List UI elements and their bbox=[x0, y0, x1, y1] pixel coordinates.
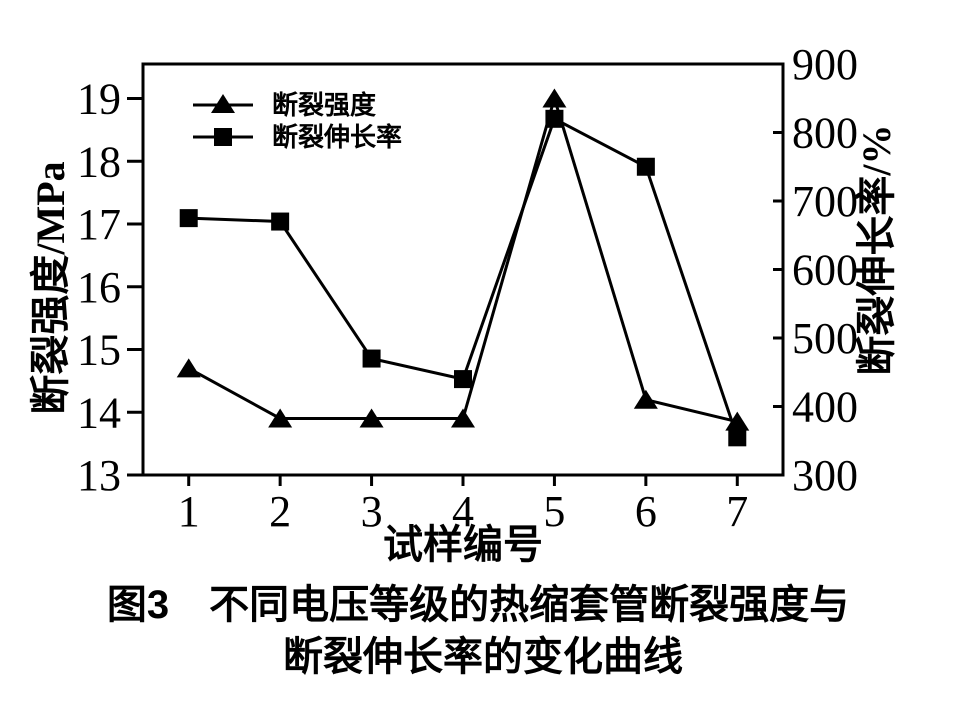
plot-area-border bbox=[141, 62, 785, 477]
x-tick-label: 4 bbox=[452, 487, 474, 536]
y-left-tick-label: 16 bbox=[77, 263, 121, 312]
strength-triangle-marker bbox=[176, 358, 201, 378]
x-axis-title: 试样编号 bbox=[383, 523, 543, 567]
elongation-series-line bbox=[188, 116, 739, 438]
x-tick-label: 3 bbox=[361, 487, 383, 536]
y-left-tick-label: 19 bbox=[77, 75, 121, 124]
x-tick-label: 1 bbox=[178, 487, 200, 536]
y-left-tick-label: 15 bbox=[77, 326, 121, 375]
legend-strength-label: 断裂强度 bbox=[272, 90, 376, 120]
y-left-tick-label: 13 bbox=[77, 451, 121, 500]
figure-caption-line2: 断裂伸长率的变化曲线 bbox=[283, 635, 683, 679]
left-axis-title: 断裂强度/MPa bbox=[28, 161, 73, 414]
y-left-tick-label: 18 bbox=[77, 137, 121, 186]
x-tick-label: 7 bbox=[726, 487, 748, 536]
strength-triangle-marker bbox=[633, 389, 658, 409]
y-right-tick-label: 700 bbox=[792, 177, 858, 226]
elongation-square-marker bbox=[454, 370, 472, 389]
y-right-tick-label: 800 bbox=[792, 109, 858, 158]
legend-square-marker-icon bbox=[214, 128, 232, 146]
y-left-tick-label: 14 bbox=[77, 388, 121, 437]
y-right-tick-label: 400 bbox=[792, 383, 858, 432]
strength-triangle-marker bbox=[542, 88, 567, 108]
elongation-square-marker bbox=[179, 209, 198, 228]
strength-triangle-marker bbox=[451, 408, 475, 428]
figure-caption-line1: 图3 不同电压等级的热缩套管断裂强度与 bbox=[107, 583, 849, 627]
elongation-square-marker bbox=[636, 157, 655, 176]
y-right-tick-label: 600 bbox=[792, 246, 858, 295]
x-tick-label: 2 bbox=[269, 487, 291, 536]
elongation-square-marker bbox=[362, 349, 381, 368]
elongation-square-marker bbox=[271, 212, 290, 231]
strength-triangle-marker bbox=[268, 408, 293, 428]
strength-triangle-marker bbox=[359, 408, 384, 428]
y-right-tick-label: 500 bbox=[792, 314, 858, 363]
y-right-tick-label: 900 bbox=[792, 40, 858, 89]
x-tick-label: 6 bbox=[635, 487, 657, 536]
y-left-tick-label: 17 bbox=[77, 200, 121, 249]
elongation-square-marker bbox=[728, 428, 747, 447]
strength-triangle-marker bbox=[725, 411, 750, 431]
legend-triangle-marker-icon bbox=[211, 94, 235, 113]
y-right-tick-label: 300 bbox=[792, 451, 858, 500]
legend-elongation-label: 断裂伸长率 bbox=[272, 122, 402, 152]
right-axis-title: 断裂伸长率/% bbox=[854, 124, 899, 375]
x-tick-label: 5 bbox=[543, 487, 565, 536]
elongation-square-marker bbox=[545, 109, 564, 128]
legend: 断裂强度 断裂伸长率 bbox=[193, 90, 402, 152]
